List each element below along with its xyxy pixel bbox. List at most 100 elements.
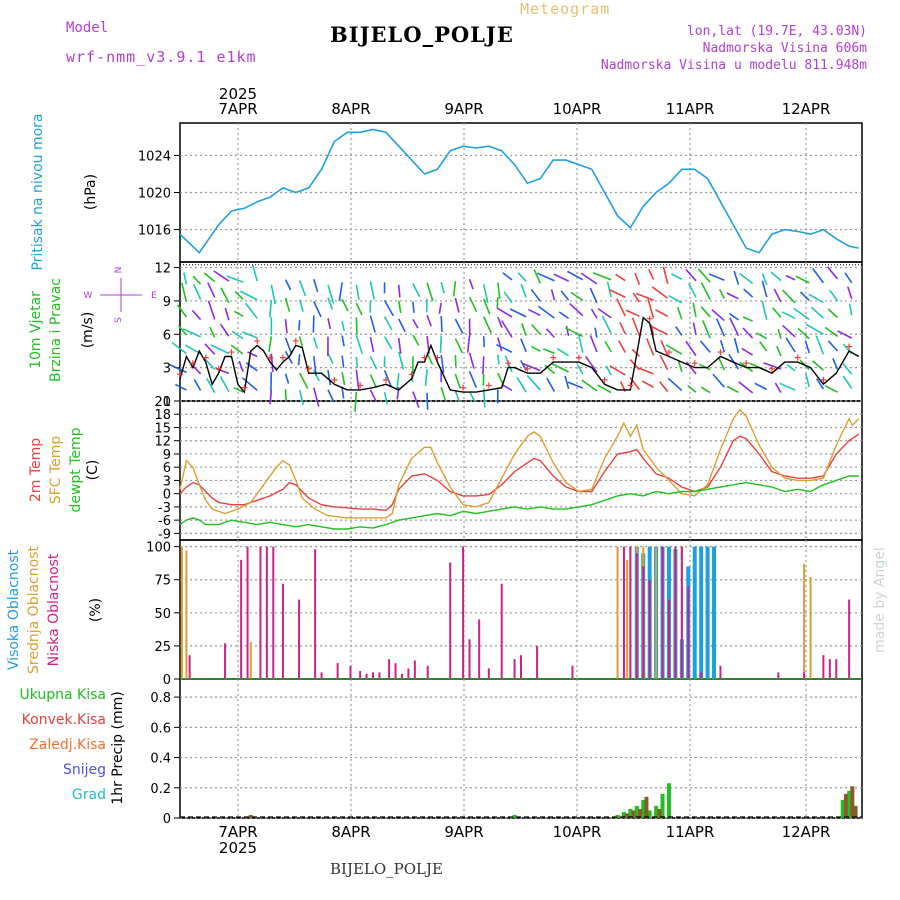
wind-arrow bbox=[785, 337, 796, 353]
gust-marker bbox=[550, 354, 557, 361]
cloud-bar bbox=[394, 663, 397, 679]
wind-arrow bbox=[815, 335, 825, 355]
gust-marker bbox=[382, 376, 389, 383]
cloud-bar bbox=[281, 583, 284, 679]
wind-unit-label: (m/s) bbox=[80, 312, 96, 349]
wind-arrow bbox=[782, 289, 796, 304]
wind-arrow bbox=[785, 274, 796, 281]
wind-arrow bbox=[739, 272, 754, 285]
wind-arrow bbox=[546, 377, 556, 392]
wind-arrow bbox=[440, 281, 445, 294]
gust-marker bbox=[421, 354, 428, 361]
wind-arrow bbox=[717, 356, 726, 371]
bottom-date-label: 9APR bbox=[444, 823, 483, 841]
bottom-date-label: 7APR bbox=[218, 823, 257, 841]
wind-arrow bbox=[383, 316, 393, 331]
wind-arrow bbox=[733, 270, 740, 285]
wind-arrow bbox=[284, 373, 290, 384]
cloud-bar bbox=[803, 672, 806, 679]
gust-marker bbox=[331, 376, 338, 383]
precip-bar bbox=[647, 810, 652, 818]
wind-arrow bbox=[355, 284, 360, 300]
wind-arrow bbox=[556, 347, 570, 357]
precip-legend-label: Snijeg bbox=[63, 762, 106, 778]
wind-arrow bbox=[589, 335, 598, 353]
wind-arrow bbox=[327, 318, 332, 330]
wind-arrow bbox=[742, 316, 753, 322]
y-tick-label: 100 bbox=[146, 541, 171, 556]
wind-arrow bbox=[718, 289, 726, 299]
wind-arrow bbox=[743, 288, 754, 298]
wind-arrow bbox=[234, 290, 244, 300]
wind-arrow bbox=[773, 288, 782, 303]
wind-arrow bbox=[184, 344, 201, 355]
precip-bar bbox=[666, 783, 671, 818]
wind-arrow bbox=[183, 272, 188, 285]
wind-arrow bbox=[209, 326, 216, 338]
wind-arrow bbox=[210, 344, 230, 355]
model-elevation-label: Nadmorska Visina u modelu 811.948m bbox=[600, 58, 867, 73]
y-tick-label: 0.8 bbox=[150, 691, 171, 706]
cloud-bar bbox=[426, 665, 429, 679]
wind-arrow bbox=[826, 266, 839, 280]
gust-marker bbox=[228, 349, 235, 356]
wind-arrow bbox=[659, 381, 669, 393]
wind-arrow bbox=[606, 281, 612, 298]
wind-arrow bbox=[842, 363, 853, 375]
wind-arrow bbox=[502, 272, 513, 281]
wind-arrow bbox=[677, 359, 683, 373]
wind-arrow bbox=[847, 286, 853, 300]
wind-arrow bbox=[567, 381, 584, 389]
precip-bar bbox=[628, 808, 633, 818]
wind-arrow bbox=[566, 270, 584, 281]
compass-e: E bbox=[151, 291, 157, 301]
wind-arrow bbox=[482, 388, 486, 408]
wind-arrow bbox=[844, 272, 853, 284]
wind-arrow bbox=[655, 309, 669, 318]
cloud-bar bbox=[336, 663, 339, 679]
wind-arrow bbox=[468, 352, 475, 369]
wind-arrow bbox=[501, 383, 513, 392]
wind-arrow bbox=[597, 384, 612, 394]
wind-arrow bbox=[733, 337, 740, 354]
cloud-bar bbox=[314, 549, 317, 679]
gust-marker bbox=[820, 376, 827, 383]
wind-arrow bbox=[604, 340, 612, 353]
cloud-bar bbox=[359, 671, 362, 679]
wind-arrow bbox=[269, 390, 273, 405]
cloud-bar bbox=[349, 665, 352, 679]
y-tick-label: 9 bbox=[163, 295, 171, 310]
wind-arrow bbox=[454, 373, 461, 389]
y-tick-label: 75 bbox=[154, 574, 171, 589]
panel-frame bbox=[179, 400, 863, 541]
mid-cloud-label: Srednja Oblacnost bbox=[26, 546, 42, 674]
wind-arrow bbox=[637, 367, 654, 375]
wind-arrow bbox=[327, 284, 335, 304]
panel-frame bbox=[179, 261, 863, 402]
precip-bar bbox=[641, 799, 646, 818]
precip-bar bbox=[840, 799, 845, 818]
wind-arrow bbox=[776, 345, 782, 357]
cloud-bar bbox=[661, 546, 664, 679]
cloud-bar bbox=[413, 660, 416, 679]
wind-arrow bbox=[412, 334, 420, 346]
cloud-bar bbox=[320, 672, 323, 679]
wind-arrow bbox=[355, 302, 363, 316]
gust-marker bbox=[485, 382, 492, 389]
precip-bar bbox=[644, 796, 649, 818]
wind-arrow bbox=[298, 280, 307, 297]
temp-dew-label: dewpt Temp bbox=[68, 427, 84, 512]
wind-arrow bbox=[412, 301, 415, 313]
compass-cross bbox=[100, 278, 142, 312]
bottom-year-label: 2025 bbox=[219, 839, 257, 857]
wind-arrow bbox=[647, 298, 655, 319]
wind-arrow bbox=[313, 301, 322, 318]
wind-arrow bbox=[313, 356, 317, 376]
wind-arrow bbox=[284, 337, 293, 355]
wind-arrow bbox=[466, 335, 471, 353]
top-date-label: 12APR bbox=[782, 100, 831, 118]
gust-marker bbox=[215, 365, 222, 372]
wind-arrow bbox=[625, 309, 640, 317]
cloud-bar bbox=[536, 645, 539, 679]
wind-arrow bbox=[526, 375, 541, 391]
